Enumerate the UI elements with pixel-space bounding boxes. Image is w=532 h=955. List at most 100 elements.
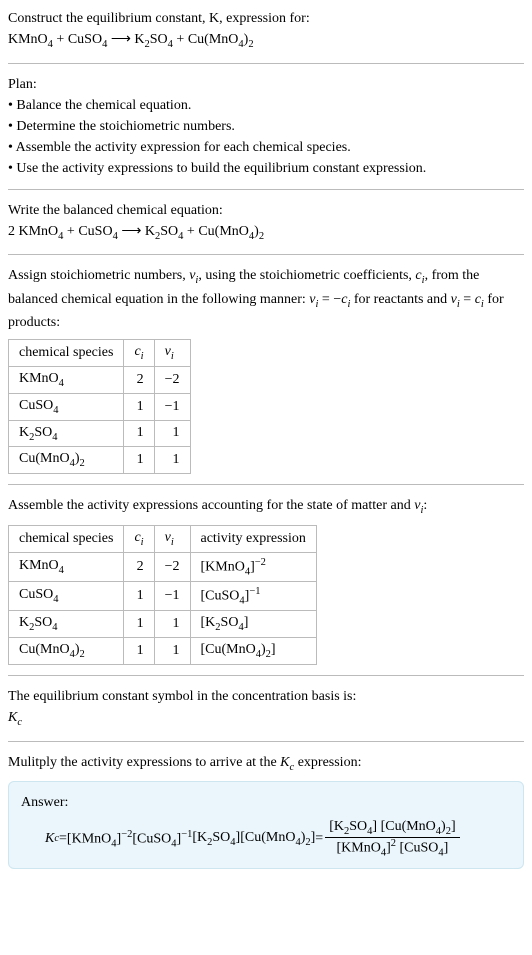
assign-t1: Assign stoichiometric numbers, bbox=[8, 268, 189, 283]
ans-kc: K bbox=[45, 831, 54, 847]
divider bbox=[8, 675, 524, 676]
sp-sub2: 4 bbox=[52, 431, 57, 442]
table-row: CuSO4 1 −1 [CuSO4]−1 bbox=[9, 581, 317, 610]
ae-exp: −2 bbox=[255, 557, 266, 568]
eq-lhs2: CuSO bbox=[68, 32, 102, 47]
table-row: K2SO4 1 1 [K2SO4] bbox=[9, 611, 317, 638]
mult-t2: expression: bbox=[294, 755, 361, 770]
cell-c: 1 bbox=[124, 447, 154, 474]
divider bbox=[8, 189, 524, 190]
divider bbox=[8, 484, 524, 485]
t: [CuSO bbox=[132, 831, 171, 846]
th-nui-sub: i bbox=[171, 537, 174, 548]
th-species: chemical species bbox=[9, 340, 124, 367]
eq-rhs2: Cu(MnO bbox=[188, 32, 239, 47]
t: 2 bbox=[391, 838, 396, 849]
divider bbox=[8, 63, 524, 64]
t: ] bbox=[372, 819, 377, 834]
plan-bullet-4: • Use the activity expressions to build … bbox=[8, 158, 524, 179]
t: SO bbox=[349, 819, 367, 834]
multiply-section: Mulitply the activity expressions to arr… bbox=[8, 752, 524, 870]
plan-section: Plan: • Balance the chemical equation. •… bbox=[8, 74, 524, 179]
table-row: K2SO4 1 1 bbox=[9, 420, 191, 447]
header-text: Construct the equilibrium constant, K, e… bbox=[8, 11, 310, 26]
assemble-t1: Assemble the activity expressions accoun… bbox=[8, 498, 414, 513]
sp-sub: 4 bbox=[53, 594, 58, 605]
assign-eq1m: = − bbox=[318, 292, 341, 307]
assemble-section: Assemble the activity expressions accoun… bbox=[8, 495, 524, 665]
divider bbox=[8, 254, 524, 255]
cell-species: Cu(MnO4)2 bbox=[9, 638, 124, 665]
t: [Cu(MnO bbox=[240, 830, 295, 845]
cell-species: KMnO4 bbox=[9, 552, 124, 581]
th-species-text: chemical species bbox=[19, 531, 113, 546]
t: ] bbox=[444, 841, 449, 856]
th-nui: νi bbox=[154, 525, 190, 552]
ae-mid: SO bbox=[221, 615, 239, 630]
sp-pre: K bbox=[19, 615, 29, 630]
divider bbox=[8, 741, 524, 742]
cell-nu: 1 bbox=[154, 420, 190, 447]
b-rhs2-sub2: 2 bbox=[259, 230, 264, 241]
th-nui-sub: i bbox=[171, 351, 174, 362]
answer-label: Answer: bbox=[21, 792, 511, 813]
answer-equation: Kc = [KMnO4]−2 [CuSO4]−1 [K2SO4] [Cu(MnO… bbox=[21, 819, 511, 858]
stoich-table: chemical species ci νi KMnO4 2 −2 CuSO4 … bbox=[8, 339, 191, 474]
cell-activity: [KMnO4]−2 bbox=[190, 552, 316, 581]
sp-sub2: 2 bbox=[79, 649, 84, 660]
sp-pre: Cu(MnO bbox=[19, 642, 70, 657]
header-section: Construct the equilibrium constant, K, e… bbox=[8, 8, 524, 53]
plan-title: Plan: bbox=[8, 74, 524, 95]
cell-species: Cu(MnO4)2 bbox=[9, 447, 124, 474]
cell-species: KMnO4 bbox=[9, 366, 124, 393]
t: −2 bbox=[121, 829, 132, 840]
sp-pre: K bbox=[19, 425, 29, 440]
eq-rhs1-mid: SO bbox=[150, 32, 168, 47]
table-header-row: chemical species ci νi bbox=[9, 340, 191, 367]
t: −1 bbox=[181, 829, 192, 840]
cell-nu: −1 bbox=[154, 393, 190, 420]
cell-nu: −2 bbox=[154, 552, 190, 581]
b-plus2: + bbox=[183, 224, 198, 239]
t: [K bbox=[329, 819, 344, 834]
cell-c: 1 bbox=[124, 638, 154, 665]
answer-box: Answer: Kc = [KMnO4]−2 [CuSO4]−1 [K2SO4]… bbox=[8, 781, 524, 869]
balanced-section: Write the balanced chemical equation: 2 … bbox=[8, 200, 524, 245]
eq-plus1: + bbox=[53, 32, 68, 47]
ans-term3: [K2SO4] bbox=[192, 830, 240, 848]
kc-k: K bbox=[8, 710, 17, 725]
assign-t4: for reactants and bbox=[350, 292, 450, 307]
cell-nu: 1 bbox=[154, 447, 190, 474]
frac-numerator: [K2SO4] [Cu(MnO4)2] bbox=[325, 819, 459, 837]
symbol-kc: Kc bbox=[8, 707, 524, 731]
ae-text: CuSO bbox=[205, 589, 239, 604]
ans-term2: [CuSO4]−1 bbox=[132, 829, 192, 849]
cell-nu: −2 bbox=[154, 366, 190, 393]
sp-sub2: 4 bbox=[52, 622, 57, 633]
sp-pre: Cu(MnO bbox=[19, 451, 70, 466]
th-species-text: chemical species bbox=[19, 345, 113, 360]
eq-rhs1: K bbox=[134, 32, 144, 47]
cell-c: 1 bbox=[124, 420, 154, 447]
sp-text: KMnO bbox=[19, 371, 59, 386]
assign-text: Assign stoichiometric numbers, νi, using… bbox=[8, 265, 524, 333]
cell-nu: 1 bbox=[154, 638, 190, 665]
cell-activity: [K2SO4] bbox=[190, 611, 316, 638]
assemble-colon: : bbox=[423, 498, 427, 513]
ans-eq2: = bbox=[315, 831, 323, 847]
cell-species: CuSO4 bbox=[9, 581, 124, 610]
ae-close: ] bbox=[244, 615, 249, 630]
answer-fraction: [K2SO4] [Cu(MnO4)2] [KMnO4]2 [CuSO4] bbox=[325, 819, 459, 858]
th-nui: νi bbox=[154, 340, 190, 367]
symbol-section: The equilibrium constant symbol in the c… bbox=[8, 686, 524, 731]
b-arrow: ⟶ bbox=[118, 224, 145, 239]
assemble-text: Assemble the activity expressions accoun… bbox=[8, 495, 524, 519]
table-row: Cu(MnO4)2 1 1 bbox=[9, 447, 191, 474]
eq-rhs2-sub2: 2 bbox=[248, 39, 253, 50]
header-equation: KMnO4 + CuSO4 ⟶ K2SO4 + Cu(MnO4)2 bbox=[8, 29, 524, 53]
ans-term1: [KMnO4]−2 bbox=[67, 829, 132, 849]
symbol-text: The equilibrium constant symbol in the c… bbox=[8, 686, 524, 707]
b-lhs2: CuSO bbox=[78, 224, 112, 239]
cell-c: 1 bbox=[124, 393, 154, 420]
sp-sub: 4 bbox=[59, 378, 64, 389]
